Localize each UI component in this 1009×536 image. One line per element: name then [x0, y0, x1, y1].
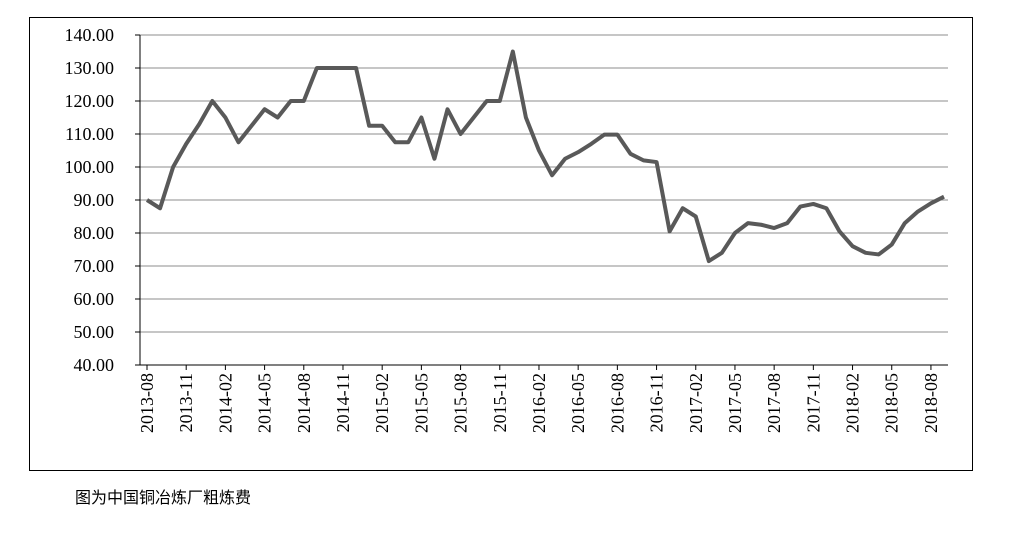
x-tick-label: 2018-08 [921, 373, 941, 433]
x-tick-label: 2018-02 [843, 373, 863, 433]
y-tick-label: 80.00 [74, 223, 115, 243]
x-tick-label: 2016-08 [607, 373, 627, 433]
x-tick-label: 2014-05 [255, 373, 275, 433]
x-tick-label: 2014-02 [215, 373, 235, 433]
x-tick-label: 2017-08 [764, 373, 784, 433]
x-tick-label: 2016-11 [647, 373, 667, 432]
x-tick-label: 2015-08 [451, 373, 471, 433]
x-tick-label: 2017-11 [803, 373, 823, 432]
y-tick-label: 50.00 [74, 322, 115, 342]
x-tick-label: 2015-05 [411, 373, 431, 433]
y-tick-label: 100.00 [65, 157, 115, 177]
y-tick-label: 140.00 [65, 25, 115, 45]
x-tick-label: 2013-08 [137, 373, 157, 433]
y-tick-label: 40.00 [74, 355, 115, 375]
x-tick-label: 2017-02 [686, 373, 706, 433]
y-tick-label: 130.00 [65, 58, 115, 78]
x-tick-label: 2015-11 [490, 373, 510, 432]
x-tick-label: 2016-05 [568, 373, 588, 433]
x-tick-label: 2014-08 [294, 373, 314, 433]
x-tick-label: 2017-05 [725, 373, 745, 433]
data-line [145, 49, 945, 264]
x-tick-label: 2013-11 [176, 373, 196, 432]
y-tick-label: 60.00 [74, 289, 115, 309]
caption: 图为中国铜冶炼厂粗炼费 [75, 489, 251, 507]
x-tick-label: 2014-11 [333, 373, 353, 432]
y-tick-label: 120.00 [65, 91, 115, 111]
y-tick-label: 110.00 [65, 124, 114, 144]
x-tick-label: 2018-05 [882, 373, 902, 433]
x-tick-label: 2015-02 [372, 373, 392, 433]
x-tick-label: 2016-02 [529, 373, 549, 433]
y-tick-label: 70.00 [74, 256, 115, 276]
chart-border [29, 17, 973, 471]
y-tick-label: 90.00 [74, 190, 115, 210]
